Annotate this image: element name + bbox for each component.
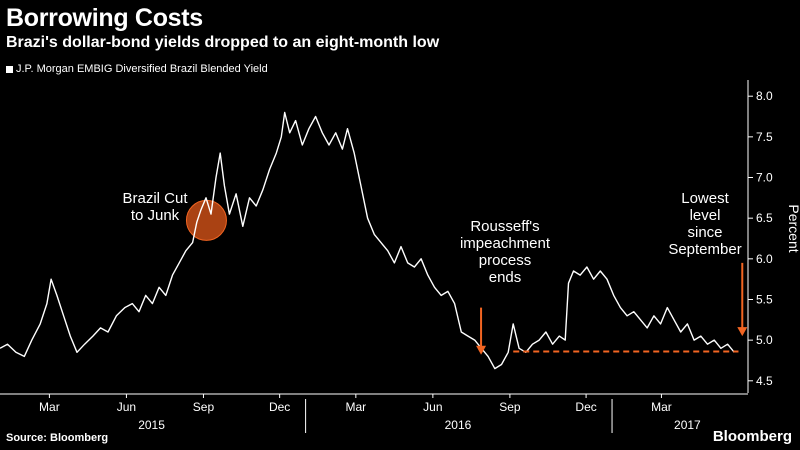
x-tick-label: Sep [499, 400, 521, 414]
junk-annotation-text: to Junk [131, 207, 180, 224]
impeachment-annotation-text: ends [489, 269, 522, 286]
y-tick-label: 5.5 [756, 292, 773, 306]
y-tick-label: 7.0 [756, 171, 773, 185]
year-label: 2017 [674, 418, 701, 432]
year-label: 2015 [138, 418, 165, 432]
chart-title: Borrowing Costs [6, 4, 203, 32]
y-tick-label: 8.0 [756, 89, 773, 103]
y-tick-label: 7.5 [756, 130, 773, 144]
series-line [0, 111, 735, 370]
annotation-background-layer [185, 199, 227, 241]
brand-logo: Bloomberg [712, 428, 792, 445]
x-tick-label: Jun [423, 400, 442, 414]
year-label: 2016 [445, 418, 472, 432]
y-axis-label: Percent [786, 204, 800, 252]
legend-label: J.P. Morgan EMBIG Diversified Brazil Ble… [16, 63, 268, 75]
y-tick-label: 6.5 [756, 211, 773, 225]
x-tick-label: Jun [117, 400, 136, 414]
source-note: Source: Bloomberg [6, 432, 109, 444]
y-tick-label: 5.0 [756, 333, 773, 347]
x-tick-label: Dec [269, 400, 290, 414]
impeachment-annotation-text: impeachment [460, 235, 551, 252]
x-tick-label: Mar [346, 400, 367, 414]
axes-layer: 8.0 7.5 7.0 6.5 6.0 5.5 5.0 4.5 Percent Mar Jun Sep… [0, 80, 800, 433]
lowest-annotation-text: Lowest [681, 190, 729, 207]
x-tick-label: Sep [193, 400, 215, 414]
impeachment-annotation-text: Rousseff's [470, 218, 539, 235]
junk-marker [185, 199, 227, 241]
x-tick-label: Dec [575, 400, 596, 414]
lowest-arrow-head [737, 327, 748, 337]
legend: J.P. Morgan EMBIG Diversified Brazil Ble… [6, 63, 268, 75]
impeachment-annotation-text: process [479, 252, 532, 269]
lowest-annotation-text: since [687, 224, 722, 241]
x-tick-label: Mar [39, 400, 60, 414]
lowest-annotation-text: September [668, 241, 741, 258]
impeachment-arrow-head [476, 345, 487, 355]
y-tick-label: 4.5 [756, 374, 773, 388]
x-tick-label: Mar [651, 400, 672, 414]
y-tick-label: 6.0 [756, 252, 773, 266]
chart-subtitle: Brazi's dollar-bond yields dropped to an… [6, 34, 440, 51]
lowest-annotation-text: level [690, 207, 721, 224]
legend-swatch [6, 65, 13, 73]
junk-annotation-text: Brazil Cut [122, 190, 188, 207]
